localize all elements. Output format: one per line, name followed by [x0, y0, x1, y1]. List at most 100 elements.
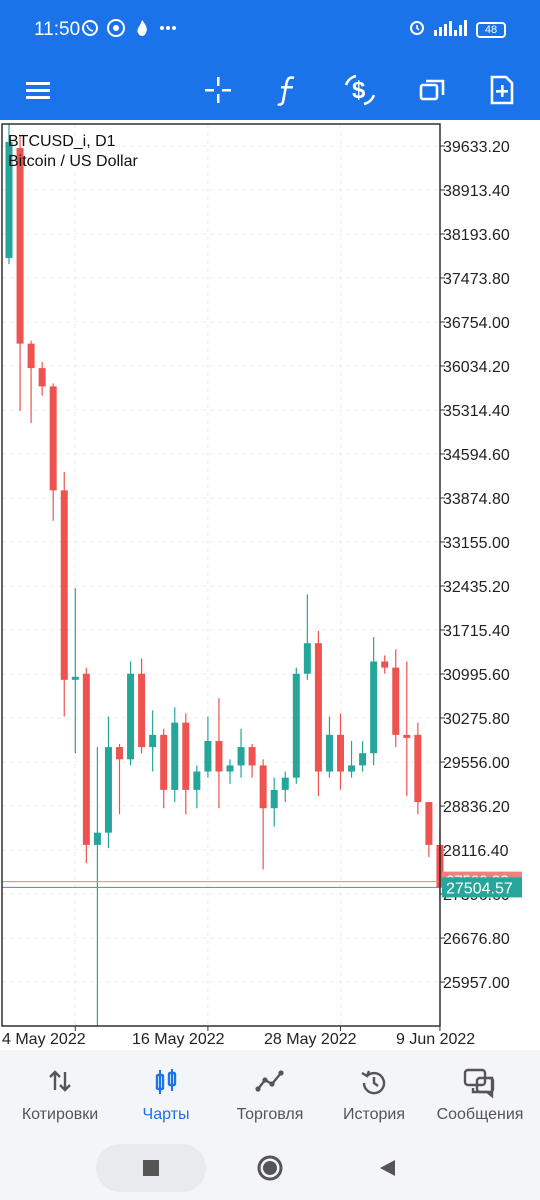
- candle-body: [403, 734, 411, 738]
- history-clock-icon: [320, 1068, 428, 1098]
- nav-trade[interactable]: Торговля: [216, 1050, 324, 1136]
- candle-body: [381, 661, 389, 668]
- menu-icon: [26, 82, 50, 99]
- chart-area[interactable]: 39633.20 38913.40 38193.60 37473.80 36754.00…: [0, 122, 540, 1050]
- y-tick-label: 30275.80: [443, 711, 510, 728]
- signal-icon: [434, 18, 468, 41]
- candle-body: [127, 673, 135, 760]
- y-tick-label: 30995.60: [443, 667, 510, 684]
- crosshair-button[interactable]: [196, 68, 240, 112]
- trade-line-icon: [216, 1068, 324, 1098]
- more-dots-icon: [158, 18, 178, 38]
- y-tick-label: 33874.80: [443, 491, 510, 508]
- chart-symbol-title: BTCUSD_i, D1: [8, 133, 116, 150]
- status-right-icons: 48: [408, 18, 506, 41]
- trade-button[interactable]: $: [338, 68, 382, 112]
- viber-icon: [80, 18, 100, 38]
- candle-body: [370, 661, 378, 754]
- system-navigation-bar: [0, 1136, 540, 1200]
- nav-history-label: История: [342, 1106, 406, 1123]
- candle-body: [104, 747, 112, 833]
- candle-body: [337, 734, 344, 772]
- candle-body: [149, 734, 157, 748]
- new-order-button[interactable]: [480, 68, 524, 112]
- nav-messages-label: Сообщения: [436, 1106, 524, 1123]
- flame-icon: [132, 18, 152, 38]
- top-toolbar: $: [0, 60, 540, 120]
- home-button[interactable]: [215, 1144, 325, 1192]
- status-time: 11:50: [34, 19, 81, 40]
- home-circle-icon: [257, 1155, 283, 1181]
- nav-charts[interactable]: Чарты: [112, 1050, 220, 1136]
- candle-body: [292, 673, 300, 778]
- indicators-f-icon: [277, 76, 295, 106]
- nav-quotes-label: Котировки: [21, 1106, 99, 1123]
- windows-icon: [419, 79, 445, 101]
- candle-body: [71, 676, 79, 680]
- candle-body: [116, 747, 123, 760]
- square-icon: [143, 1160, 159, 1176]
- candle-body: [325, 734, 333, 772]
- messages-chat-icon: [426, 1068, 534, 1098]
- charts-candles-icon: [112, 1068, 220, 1098]
- trade-dollar-icon: $: [344, 74, 376, 106]
- chrome-icon: [106, 18, 126, 38]
- nav-messages[interactable]: Сообщения: [426, 1050, 534, 1136]
- y-tick-label: 32435.20: [443, 579, 510, 596]
- candle-body: [348, 765, 356, 772]
- candle-body: [259, 765, 267, 809]
- y-tick-label: 36034.20: [443, 359, 510, 376]
- nav-charts-label: Чарты: [142, 1106, 190, 1123]
- candle-body: [160, 734, 168, 790]
- y-tick-label: 38193.60: [443, 227, 510, 244]
- candle-body: [38, 368, 46, 387]
- y-tick-label: 34594.60: [443, 447, 510, 464]
- candle-body: [60, 490, 68, 680]
- candlestick-chart[interactable]: 39633.20 38913.40 38193.60 37473.80 36754.00…: [0, 122, 540, 1050]
- candle-body: [314, 643, 322, 772]
- candle-body: [82, 673, 90, 845]
- y-tick-label: 38913.40: [443, 183, 510, 200]
- y-tick-label: 26676.80: [443, 931, 510, 948]
- candle-body: [16, 148, 24, 344]
- new-order-icon: [490, 75, 514, 105]
- y-tick-label: 25957.00: [443, 975, 510, 992]
- y-tick-label: 29556.00: [443, 755, 510, 772]
- candle-body: [5, 141, 13, 259]
- candle-body: [204, 740, 212, 772]
- back-button[interactable]: [332, 1144, 442, 1192]
- y-tick-label: 28836.20: [443, 799, 510, 816]
- candle-body: [303, 643, 311, 674]
- quotes-arrows-icon: [6, 1068, 114, 1098]
- y-tick-label: 28116.40: [443, 843, 509, 860]
- indicators-button[interactable]: [266, 68, 310, 112]
- status-bar: 11:50 48: [0, 0, 540, 60]
- menu-button[interactable]: [16, 68, 60, 112]
- nav-quotes[interactable]: Котировки: [6, 1050, 114, 1136]
- windows-button[interactable]: [410, 68, 454, 112]
- candle-body: [93, 832, 101, 845]
- nav-trade-label: Торговля: [236, 1106, 304, 1123]
- candle-body: [392, 667, 400, 735]
- candle-body: [425, 802, 433, 845]
- plot-frame: [1, 123, 441, 1027]
- recent-apps-button[interactable]: [96, 1144, 206, 1192]
- svg-text:$: $: [352, 77, 366, 104]
- current-price-label: 27504.57: [446, 880, 513, 897]
- x-tick-label: 4 May 2022: [2, 1031, 86, 1048]
- candle-body: [248, 747, 256, 766]
- battery-icon: 48: [476, 21, 506, 38]
- candle-body: [27, 343, 35, 369]
- candle-body: [193, 771, 201, 790]
- y-tick-label: 36754.00: [443, 315, 510, 332]
- x-tick-label: 28 May 2022: [264, 1031, 357, 1048]
- candle-body: [171, 722, 179, 790]
- y-tick-label: 39633.20: [443, 139, 510, 156]
- candle-body: [281, 777, 289, 790]
- chart-symbol-description: Bitcoin / US Dollar: [8, 153, 138, 170]
- status-notification-icons: [80, 18, 178, 38]
- crosshair-icon: [205, 77, 231, 103]
- candle-body: [226, 765, 234, 772]
- candle-body: [359, 753, 367, 766]
- nav-history[interactable]: История: [320, 1050, 428, 1136]
